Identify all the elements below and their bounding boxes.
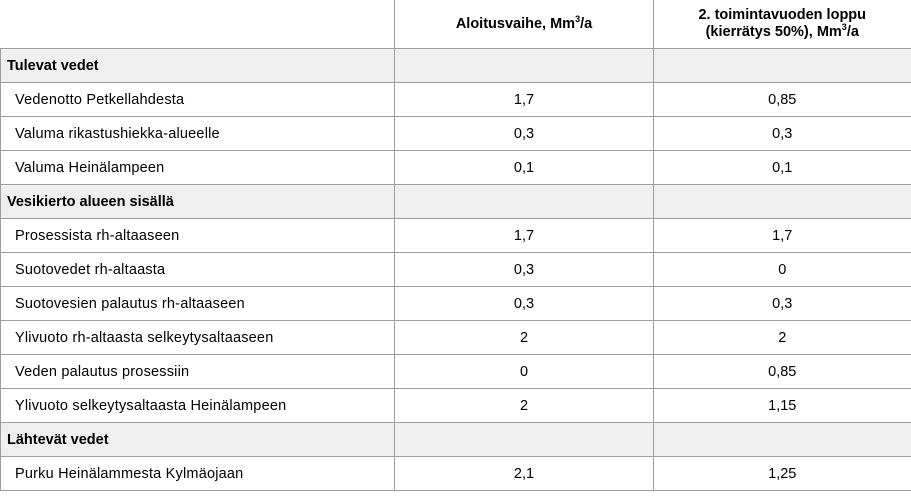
section-empty-cell [394, 422, 654, 457]
header-year2-line2: (kierrätys 50%), Mm [705, 24, 842, 40]
header-start-phase: Aloitusvaihe, Mm3/a [394, 0, 654, 49]
table-row: Veden palautus prosessiin 0 0,85 [0, 354, 911, 389]
row-label: Vedenotto Petkellahdesta [0, 82, 395, 117]
section-empty-cell [653, 422, 911, 457]
row-label: Ylivuoto selkeytysaltaasta Heinälampeen [0, 388, 395, 423]
header-year2-suffix: /a [846, 24, 859, 40]
year2-value: 0,85 [653, 354, 911, 389]
start-value: 2 [394, 320, 654, 355]
row-label: Prosessista rh-altaaseen [0, 218, 395, 253]
section-empty-cell [653, 48, 911, 83]
header-row: Aloitusvaihe, Mm3/a 2. toimintavuoden lo… [0, 0, 911, 49]
section-row: Lähtevät vedet [0, 422, 911, 457]
section-empty-cell [394, 184, 654, 219]
header-year2-sup: 3 [841, 22, 847, 32]
header-start-text: Aloitusvaihe, Mm [455, 15, 576, 32]
start-value: 1,7 [394, 82, 654, 117]
section-empty-cell [394, 48, 654, 83]
header-year2-end: 2. toimintavuoden loppu (kierrätys 50%), … [653, 0, 911, 49]
year2-value: 0,3 [653, 286, 911, 321]
section-title: Vesikierto alueen sisällä [0, 184, 395, 219]
header-start-suffix: /a [580, 15, 593, 32]
year2-value: 2 [653, 320, 911, 355]
row-label: Veden palautus prosessiin [0, 354, 395, 389]
year2-value: 0,85 [653, 82, 911, 117]
table-row: Ylivuoto selkeytysaltaasta Heinälampeen … [0, 388, 911, 423]
header-year2-line1: 2. toimintavuoden loppu [698, 7, 867, 23]
section-row: Vesikierto alueen sisällä [0, 184, 911, 219]
start-value: 2,1 [394, 456, 654, 491]
start-value: 0,3 [394, 116, 654, 151]
section-title: Lähtevät vedet [0, 422, 395, 457]
start-value: 2 [394, 388, 654, 423]
table-row: Ylivuoto rh-altaasta selkeytysaltaaseen … [0, 320, 911, 355]
year2-value: 0 [653, 252, 911, 287]
row-label: Valuma Heinälampeen [0, 150, 395, 185]
year2-value: 0,1 [653, 150, 911, 185]
start-value: 0,1 [394, 150, 654, 185]
year2-value: 1,25 [653, 456, 911, 491]
table-row: Valuma Heinälampeen 0,1 0,1 [0, 150, 911, 185]
header-start-sup: 3 [575, 13, 581, 24]
row-label: Suotovesien palautus rh-altaaseen [0, 286, 395, 321]
table-row: Suotovedet rh-altaasta 0,3 0 [0, 252, 911, 287]
year2-value: 1,7 [653, 218, 911, 253]
row-label: Valuma rikastushiekka-alueelle [0, 116, 395, 151]
section-title: Tulevat vedet [0, 48, 395, 83]
start-value: 0,3 [394, 252, 654, 287]
row-label: Ylivuoto rh-altaasta selkeytysaltaaseen [0, 320, 395, 355]
table-row: Prosessista rh-altaaseen 1,7 1,7 [0, 218, 911, 253]
start-value: 0,3 [394, 286, 654, 321]
table-row: Purku Heinälammesta Kylmäojaan 2,1 1,25 [0, 456, 911, 491]
section-row: Tulevat vedet [0, 48, 911, 83]
table-row: Suotovesien palautus rh-altaaseen 0,3 0,… [0, 286, 911, 321]
header-blank-cell [0, 0, 395, 49]
row-label: Purku Heinälammesta Kylmäojaan [0, 456, 395, 491]
table-row: Vedenotto Petkellahdesta 1,7 0,85 [0, 82, 911, 117]
row-label: Suotovedet rh-altaasta [0, 252, 395, 287]
table-row: Valuma rikastushiekka-alueelle 0,3 0,3 [0, 116, 911, 151]
start-value: 0 [394, 354, 654, 389]
year2-value: 0,3 [653, 116, 911, 151]
section-empty-cell [653, 184, 911, 219]
water-balance-table: Aloitusvaihe, Mm3/a 2. toimintavuoden lo… [0, 0, 911, 491]
year2-value: 1,15 [653, 388, 911, 423]
start-value: 1,7 [394, 218, 654, 253]
